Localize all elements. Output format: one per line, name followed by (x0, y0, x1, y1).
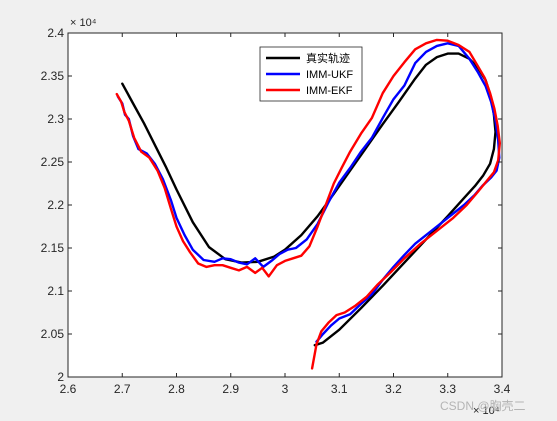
x-tick-label: 3.2 (385, 382, 402, 396)
legend-label-1: 真实轨迹 (306, 51, 350, 65)
y-exponent-label: × 10⁴ (70, 17, 97, 29)
series-line-3 (115, 38, 501, 370)
y-tick-label: 2 (57, 370, 64, 384)
x-tick-label: 2.8 (168, 382, 185, 396)
x-tick-label: 3.3 (439, 382, 456, 396)
legend: 真实轨迹 IMM-UKF IMM-EKF (259, 46, 363, 102)
ticks-layer: 2.6 2.7 2.8 2.9 3 3.1 3.2 3.3 3.4 2 2.05 2.1 2.15 2.2… (41, 26, 511, 396)
y-tick-label: 2.1 (47, 284, 64, 298)
x-tick-label: 2.7 (114, 382, 131, 396)
y-tick-label: 2.4 (47, 26, 64, 40)
y-tick-label: 2.3 (47, 112, 64, 126)
series-layer (115, 38, 501, 370)
x-exponent-label: × 10⁴ (473, 405, 500, 417)
y-tick-label: 2.15 (41, 241, 65, 255)
legend-label-3: IMM-EKF (306, 85, 353, 97)
y-tick-label: 2.25 (41, 155, 65, 169)
x-tick-label: 3 (282, 382, 289, 396)
x-tick-label: 3.1 (331, 382, 348, 396)
y-tick-label: 2.05 (41, 327, 65, 341)
series-line-2 (116, 42, 501, 343)
x-tick-label: 2.6 (60, 382, 77, 396)
legend-label-2: IMM-UKF (306, 69, 353, 81)
x-tick-label: 3.4 (494, 382, 511, 396)
series-line-1 (121, 52, 497, 347)
y-tick-label: 2.2 (47, 198, 64, 212)
watermark-text: CSDN @胸壳二 (440, 398, 526, 413)
y-tick-label: 2.35 (41, 69, 65, 83)
x-tick-label: 2.9 (222, 382, 239, 396)
